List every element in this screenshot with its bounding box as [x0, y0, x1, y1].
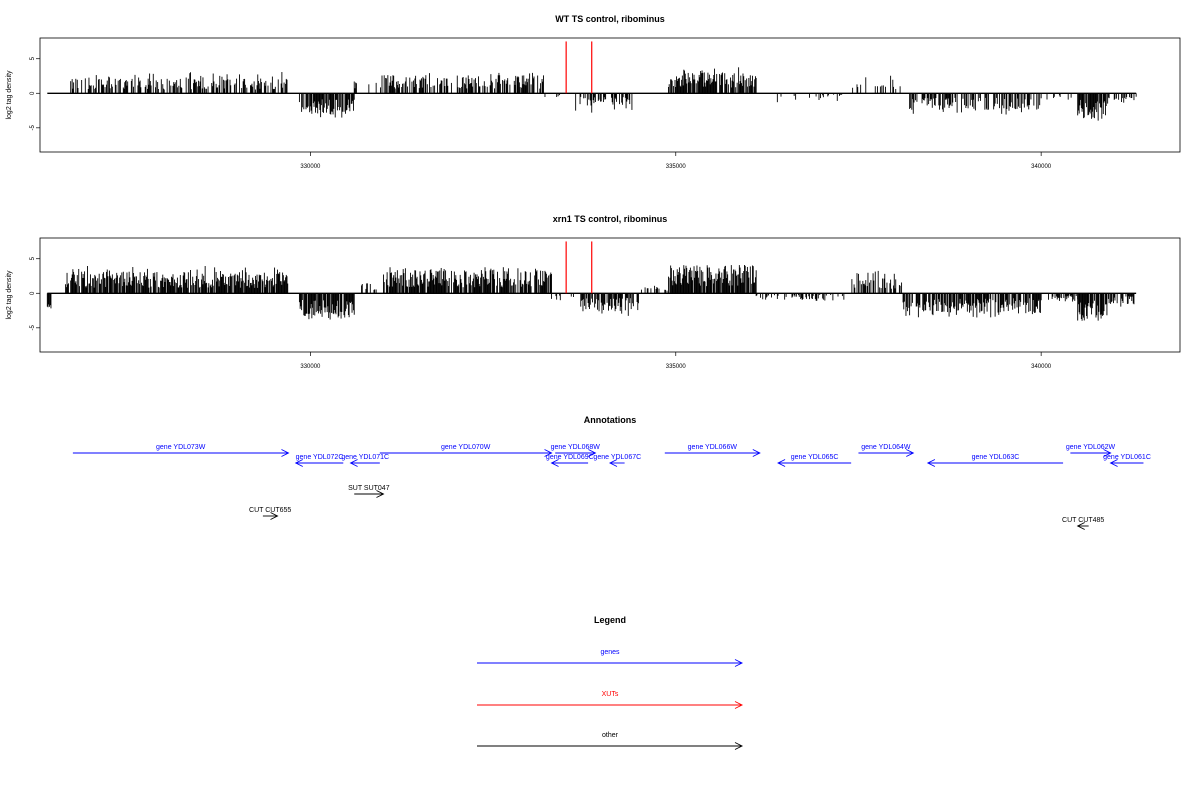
feature-arrow: SUT SUT047 [348, 485, 390, 498]
arrow-head [349, 459, 358, 467]
x-tick-label: 340000 [1031, 164, 1052, 170]
feature-arrow: CUT CUT485 [1062, 517, 1104, 530]
arrow-head [294, 459, 303, 467]
arrow-head [752, 449, 761, 457]
arrow-head [734, 701, 744, 709]
feature-label: gene YDL070W [441, 444, 491, 451]
gene-arrow: gene YDL070W [379, 444, 553, 457]
arrow-head [777, 459, 786, 467]
feature-arrow: CUT CUT655 [249, 507, 291, 520]
arrow-head [544, 449, 553, 457]
arrow-head [1076, 522, 1085, 530]
y-tick-label: 0 [30, 91, 36, 95]
arrow-head [734, 742, 744, 750]
arrow-head [1109, 459, 1118, 467]
panel-title: WT TS control, ribominus [555, 14, 665, 24]
feature-label: CUT CUT655 [249, 507, 291, 514]
feature-label: gene YDL069C [546, 454, 594, 461]
gene-arrow: gene YDL067C [593, 454, 641, 467]
legend-item: genes [477, 649, 744, 667]
x-tick-label: 330000 [300, 364, 321, 370]
arrow-head [588, 449, 597, 457]
feature-label: CUT CUT485 [1062, 517, 1104, 524]
feature-label: SUT SUT047 [348, 485, 390, 492]
y-axis-label: log2 tag density [6, 270, 13, 320]
arrow-head [734, 659, 744, 667]
arrow-head [1103, 449, 1112, 457]
gene-arrow: gene YDL073W [72, 444, 290, 457]
feature-label: gene YDL066W [688, 444, 738, 451]
track-panel-1: WT TS control, ribominus 5 0 -5 log2 tag den… [6, 14, 1181, 170]
y-tick-label: 5 [30, 56, 36, 60]
legend-label: genes [600, 649, 620, 656]
arrow-head [281, 449, 290, 457]
y-tick-label: 0 [30, 291, 36, 295]
gene-arrow: gene YDL066W [664, 444, 761, 457]
feature-label: gene YDL064W [861, 444, 911, 451]
feature-label: gene YDL068W [551, 444, 601, 451]
gene-arrow: gene YDL071C [341, 454, 389, 467]
bar-series [46, 265, 1135, 321]
arrow-head [926, 459, 936, 467]
bar-series [70, 67, 1137, 121]
x-tick-label: 340000 [1031, 364, 1052, 370]
feature-label: gene YDL071C [341, 454, 389, 461]
gene-arrow: gene YDL072C [294, 454, 344, 467]
legend-label: other [602, 732, 619, 739]
arrow-head [376, 490, 385, 498]
track-panel-2: xrn1 TS control, ribominus 5 0 -5 log2 tag d… [6, 214, 1181, 370]
x-tick-label: 335000 [666, 364, 687, 370]
feature-label: gene YDL062W [1066, 444, 1116, 451]
arrow-head [270, 512, 279, 520]
plot-frame [39, 37, 1181, 153]
x-tick-label: 330000 [300, 164, 321, 170]
gene-arrow: gene YDL062W [1066, 444, 1116, 457]
annotations-title: Annotations [584, 415, 637, 425]
legend-item: XUTs [477, 691, 744, 709]
feature-label: gene YDL073W [156, 444, 206, 451]
panel-title: xrn1 TS control, ribominus [553, 214, 668, 224]
gene-arrow: gene YDL065C [777, 454, 852, 467]
arrow-head [608, 459, 618, 467]
gene-arrow: gene YDL068W [551, 444, 601, 457]
legend-label: XUTs [602, 691, 619, 698]
y-tick-label: 5 [30, 256, 36, 260]
legend-title: Legend [594, 615, 626, 625]
feature-label: gene YDL065C [791, 454, 839, 461]
legend-item: other [477, 732, 744, 750]
y-tick-label: -5 [30, 124, 36, 130]
gene-arrow: gene YDL063C [926, 454, 1064, 467]
gene-arrow: gene YDL069C [546, 454, 594, 467]
y-axis-label: log2 tag density [6, 70, 13, 120]
x-tick-label: 335000 [666, 164, 687, 170]
feature-label: gene YDL067C [593, 454, 641, 461]
gene-arrow: gene YDL064W [858, 444, 915, 457]
arrow-head [906, 449, 915, 457]
feature-label: gene YDL063C [972, 454, 1020, 461]
feature-label: gene YDL061C [1103, 454, 1151, 461]
gene-arrow: gene YDL061C [1103, 454, 1151, 467]
feature-label: gene YDL072C [296, 454, 344, 461]
plot-frame [39, 237, 1181, 353]
y-tick-label: -5 [30, 324, 36, 330]
arrow-head [550, 459, 559, 467]
